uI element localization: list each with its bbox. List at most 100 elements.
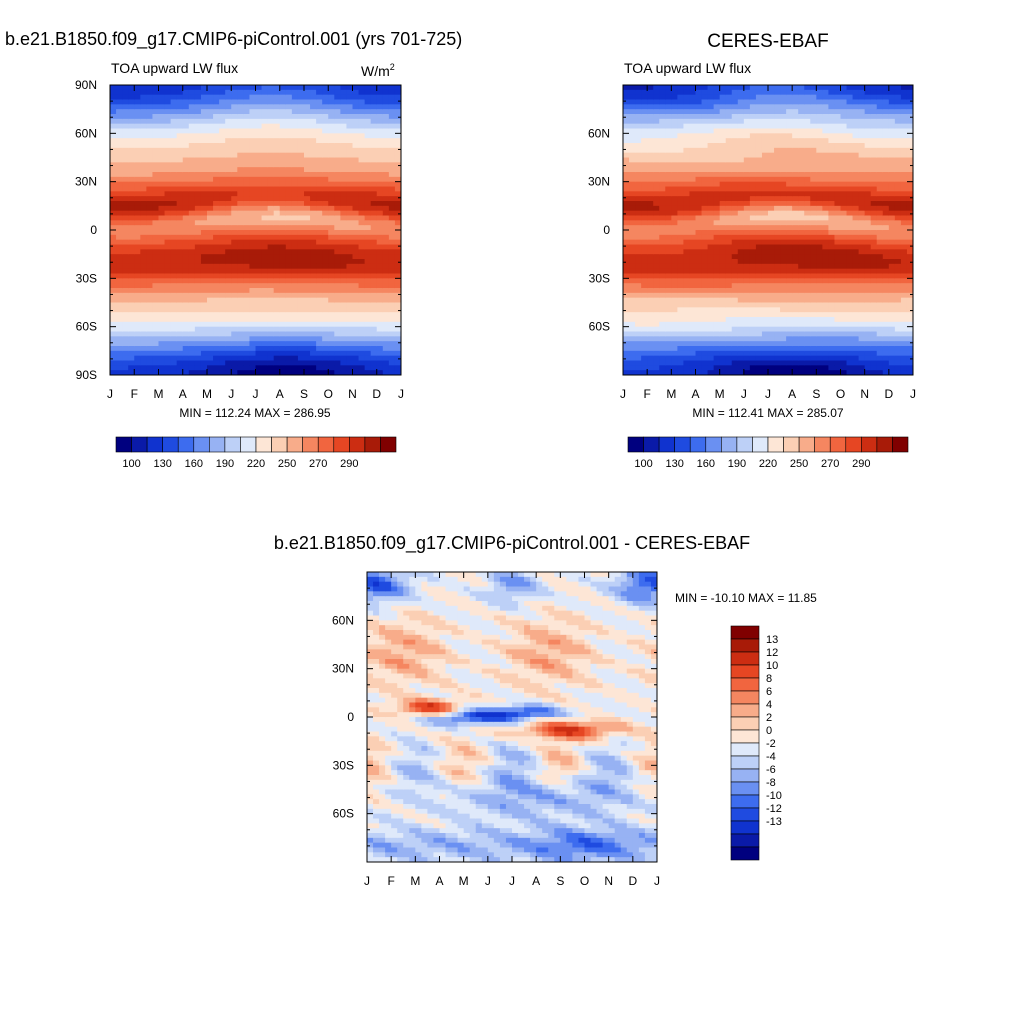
field-cell	[231, 360, 238, 366]
field-cell	[653, 268, 660, 275]
field-cell	[194, 370, 202, 375]
field-cell	[755, 225, 763, 231]
field-cell	[255, 114, 263, 120]
field-cell	[804, 109, 811, 115]
field-cell	[792, 273, 799, 279]
field-cell	[394, 133, 401, 139]
field-cell	[291, 365, 299, 371]
field-cell	[146, 317, 154, 323]
field-cell	[316, 85, 323, 91]
field-cell	[804, 133, 811, 139]
field-cell	[701, 147, 709, 154]
field-cell	[134, 292, 141, 299]
field-cell	[152, 360, 160, 366]
field-cell	[761, 312, 769, 318]
field-cell	[623, 152, 630, 159]
field-cell	[200, 162, 208, 168]
field-cell	[122, 273, 129, 279]
field-cell	[158, 355, 166, 362]
field-cell	[786, 147, 793, 154]
field-cell	[647, 321, 654, 328]
field-cell	[653, 205, 660, 212]
field-cell	[213, 317, 220, 323]
field-cell	[273, 331, 281, 337]
field-cell	[273, 191, 281, 197]
field-cell	[128, 239, 135, 246]
field-cell	[629, 249, 636, 255]
field-cell	[116, 355, 123, 362]
field-cell	[322, 307, 329, 313]
field-cell	[731, 133, 739, 139]
field-cell	[140, 109, 147, 115]
field-cell	[376, 302, 384, 308]
field-cell	[725, 263, 733, 270]
field-cell	[364, 147, 372, 154]
field-cell	[334, 104, 341, 110]
field-cell	[122, 254, 129, 260]
field-cell	[249, 331, 257, 337]
field-cell	[364, 99, 372, 105]
field-cell	[140, 215, 147, 221]
field-cell	[273, 205, 281, 212]
field-cell	[237, 186, 244, 192]
field-cell	[140, 336, 147, 342]
field-cell	[116, 278, 123, 284]
field-cell	[225, 350, 232, 357]
field-cell	[291, 244, 299, 250]
field-cell	[267, 288, 275, 294]
field-cell	[152, 225, 160, 231]
field-cell	[755, 365, 763, 371]
field-cell	[231, 162, 238, 168]
field-cell	[653, 196, 660, 202]
field-cell	[316, 181, 323, 188]
field-cell	[255, 302, 263, 308]
field-cell	[659, 263, 666, 270]
field-cell	[641, 109, 648, 115]
field-cell	[761, 104, 769, 110]
field-cell	[376, 288, 384, 294]
field-cell	[761, 205, 769, 212]
field-cell	[340, 181, 348, 188]
field-cell	[713, 297, 721, 304]
field-cell	[768, 172, 775, 178]
field-cell	[219, 336, 226, 342]
field-cell	[328, 89, 335, 96]
field-cell	[768, 317, 775, 323]
field-cell	[140, 128, 147, 134]
field-cell	[255, 109, 263, 115]
field-cell	[243, 230, 251, 236]
field-cell	[122, 94, 129, 101]
field-cell	[237, 196, 244, 202]
field-cell	[328, 355, 335, 362]
field-cell	[665, 317, 672, 323]
field-cell	[792, 172, 799, 178]
field-cell	[713, 89, 721, 96]
field-cell	[792, 317, 799, 323]
field-cell	[695, 147, 703, 154]
field-cell	[713, 312, 721, 318]
field-cell	[719, 201, 727, 207]
field-cell	[780, 205, 787, 212]
field-cell	[297, 244, 305, 250]
field-cell	[725, 292, 733, 299]
field-cell	[267, 365, 275, 371]
field-cell	[285, 292, 293, 299]
field-cell	[152, 143, 160, 149]
field-cell	[786, 288, 793, 294]
colorbar-swatch	[146, 436, 163, 453]
field-cell	[146, 225, 154, 231]
field-cell	[786, 133, 793, 139]
field-cell	[737, 341, 745, 347]
field-cell	[780, 302, 787, 308]
field-cell	[798, 341, 805, 347]
field-cell	[340, 268, 348, 275]
field-cell	[194, 172, 202, 178]
field-cell	[695, 220, 703, 226]
field-cell	[279, 254, 287, 260]
field-cell	[364, 104, 372, 110]
field-cell	[158, 94, 166, 101]
field-cell	[310, 370, 317, 375]
field-cell	[170, 268, 178, 275]
field-cell	[316, 297, 323, 304]
field-cell	[629, 167, 636, 173]
